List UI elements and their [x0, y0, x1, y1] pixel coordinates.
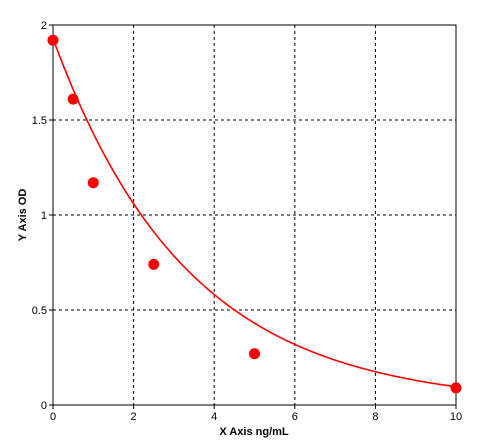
x-tick-label: 4	[211, 411, 217, 423]
y-tick-label: 0.5	[32, 305, 47, 317]
y-axis-title: Y Axis OD	[17, 189, 29, 242]
y-tick-label: 2	[41, 20, 47, 32]
x-axis-title: X Axis ng/mL	[219, 426, 289, 438]
y-tick-label: 1.5	[32, 115, 47, 127]
data-point	[87, 177, 99, 189]
x-tick-label: 10	[450, 411, 462, 423]
data-point	[67, 93, 79, 105]
data-point	[148, 258, 160, 270]
axis-ticks	[49, 24, 457, 409]
y-tick-label: 0	[41, 400, 47, 412]
data-point	[47, 34, 59, 46]
y-tick-label: 1	[41, 210, 47, 222]
x-tick-label: 2	[131, 411, 137, 423]
x-tick-label: 6	[292, 411, 298, 423]
fit-curve	[52, 38, 457, 388]
data-point	[249, 348, 260, 360]
x-tick-label: 0	[50, 411, 56, 423]
x-tick-label: 8	[372, 411, 378, 423]
tick-labels: 0 2 4 6 8 10 0 0.5 1 1.5 2	[32, 20, 462, 423]
data-points	[47, 34, 462, 394]
data-point	[450, 382, 462, 394]
grid	[53, 25, 456, 405]
